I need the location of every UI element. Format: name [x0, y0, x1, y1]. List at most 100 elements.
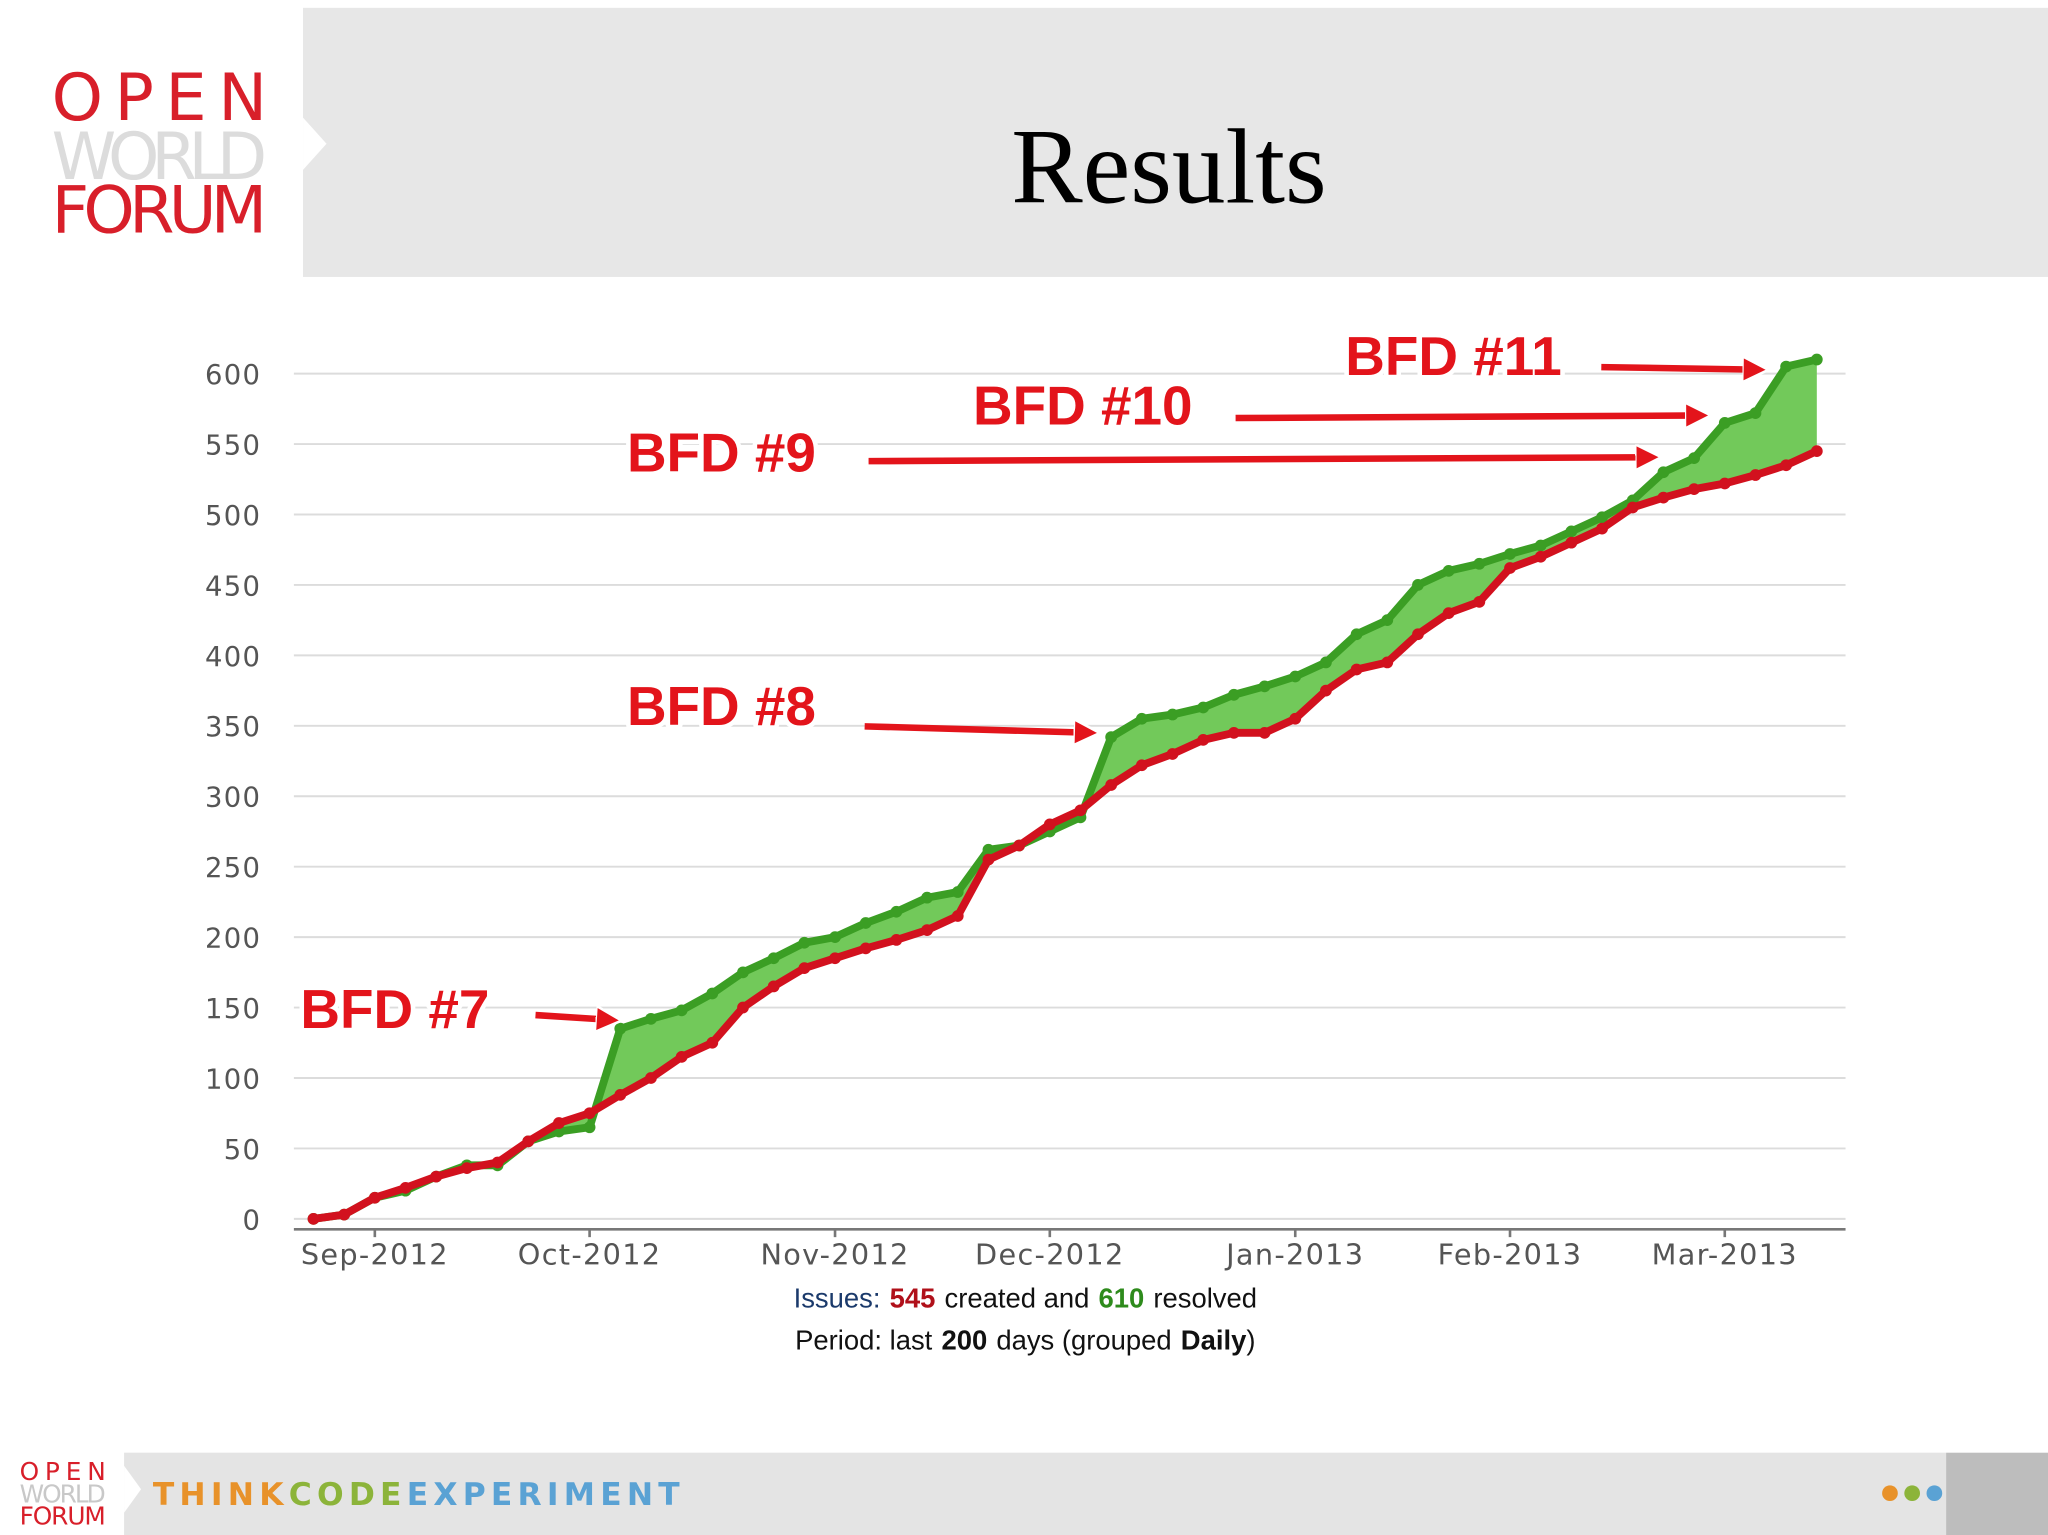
point — [1258, 680, 1271, 693]
point — [1565, 536, 1578, 549]
point — [338, 1208, 351, 1221]
x-tick-label: Feb-2013 — [1438, 1238, 1583, 1272]
annotation: BFD #9 — [627, 422, 816, 484]
point — [1473, 557, 1486, 570]
slogan-code: CODE — [289, 1477, 407, 1513]
point — [1228, 688, 1240, 701]
point — [921, 924, 933, 936]
x-tick-label: Nov-2012 — [760, 1238, 909, 1272]
dot — [1926, 1485, 1943, 1502]
x-tick-label: Sep-2012 — [301, 1238, 449, 1272]
point — [767, 980, 780, 993]
point — [1810, 445, 1823, 457]
point — [737, 1001, 749, 1014]
x-tick-label: Oct-2012 — [518, 1238, 662, 1272]
arrow — [868, 457, 1657, 461]
caption-text: created and — [945, 1283, 1090, 1314]
point — [1258, 726, 1271, 739]
point — [1688, 452, 1700, 465]
logo: OPEN WORLD FORUM — [52, 60, 268, 248]
x-tick-label: Dec-2012 — [975, 1238, 1124, 1272]
point — [1289, 712, 1302, 725]
point — [614, 1089, 627, 1101]
point — [522, 1135, 535, 1148]
point — [1718, 477, 1731, 490]
point — [890, 934, 903, 946]
caption-text: ) — [1246, 1324, 1255, 1355]
point — [1043, 818, 1056, 831]
arrow — [535, 1015, 617, 1020]
header-band — [303, 7, 2048, 277]
point — [921, 891, 933, 904]
footer-band — [124, 1452, 1947, 1535]
header-notch — [303, 117, 327, 170]
point — [1013, 839, 1025, 852]
series-line — [309, 355, 1821, 1223]
point — [1626, 501, 1639, 514]
point — [307, 1212, 320, 1225]
logo-world: WORLD — [52, 119, 268, 195]
slide-title: Results — [1011, 108, 1326, 226]
dot — [1882, 1485, 1898, 1502]
point — [1596, 511, 1608, 524]
footer-logo: OPEN WORLD FORUM — [20, 1457, 106, 1530]
point — [1350, 663, 1363, 676]
arrows — [535, 367, 1764, 1020]
point — [982, 853, 995, 866]
y-tick-label: 400 — [205, 642, 261, 673]
point — [645, 1072, 657, 1084]
point — [1718, 417, 1731, 429]
y-tick-label: 100 — [205, 1064, 261, 1095]
point — [1135, 712, 1148, 725]
y-tick-label: 450 — [205, 571, 261, 602]
point — [1074, 804, 1087, 817]
point — [829, 931, 841, 943]
point — [675, 1050, 688, 1063]
y-tick-label: 550 — [205, 431, 261, 462]
point — [1105, 731, 1118, 743]
arrow — [1601, 367, 1763, 370]
series-line — [309, 447, 1821, 1223]
point — [951, 886, 964, 898]
point — [1166, 708, 1179, 721]
caption-number: 200 — [941, 1324, 987, 1355]
caption-issues: Issues: 545 created and 610 resolved — [794, 1283, 1257, 1314]
point — [737, 966, 749, 979]
point — [1534, 550, 1547, 563]
point — [1105, 779, 1118, 791]
area-between — [313, 359, 1817, 1219]
point — [798, 936, 811, 949]
point — [1412, 579, 1424, 591]
point — [1565, 525, 1578, 538]
y-tick-label: 200 — [205, 924, 261, 955]
point — [1504, 548, 1516, 560]
y-tick-label: 300 — [205, 783, 261, 814]
point — [706, 987, 719, 1000]
y-tick-label: 250 — [205, 853, 261, 884]
point — [1688, 483, 1700, 496]
footer-logo-world: WORLD — [20, 1479, 106, 1508]
point — [1381, 656, 1394, 669]
caption-period: Period: last 200 days (grouped Daily) — [795, 1324, 1255, 1355]
point — [460, 1162, 473, 1175]
point — [1381, 614, 1394, 627]
annotation: BFD #10 — [973, 375, 1193, 437]
y-tick-label: 600 — [205, 360, 261, 391]
footer-corner — [1946, 1452, 2048, 1535]
annotation: BFD #7 — [300, 978, 489, 1040]
point — [614, 1022, 627, 1035]
y-tick-label: 500 — [205, 501, 261, 532]
footer-logo-forum: FORUM — [20, 1502, 106, 1531]
x-tick-label: Jan-2013 — [1224, 1238, 1364, 1272]
y-tick-label: 150 — [205, 994, 261, 1025]
slogan-think: THINK — [153, 1477, 289, 1513]
footer-slogan: THINKCODEEXPERIMENT — [153, 1477, 685, 1513]
chart: 0 50 100 150 200 250 300 350 400 450 500 550 600 Sep-… — [205, 353, 1846, 1272]
point — [1289, 670, 1302, 683]
point — [859, 917, 872, 929]
point — [1166, 748, 1179, 760]
x-tick-label: Mar-2013 — [1652, 1238, 1798, 1272]
point — [767, 952, 780, 965]
point — [583, 1107, 596, 1120]
point — [1442, 564, 1455, 577]
